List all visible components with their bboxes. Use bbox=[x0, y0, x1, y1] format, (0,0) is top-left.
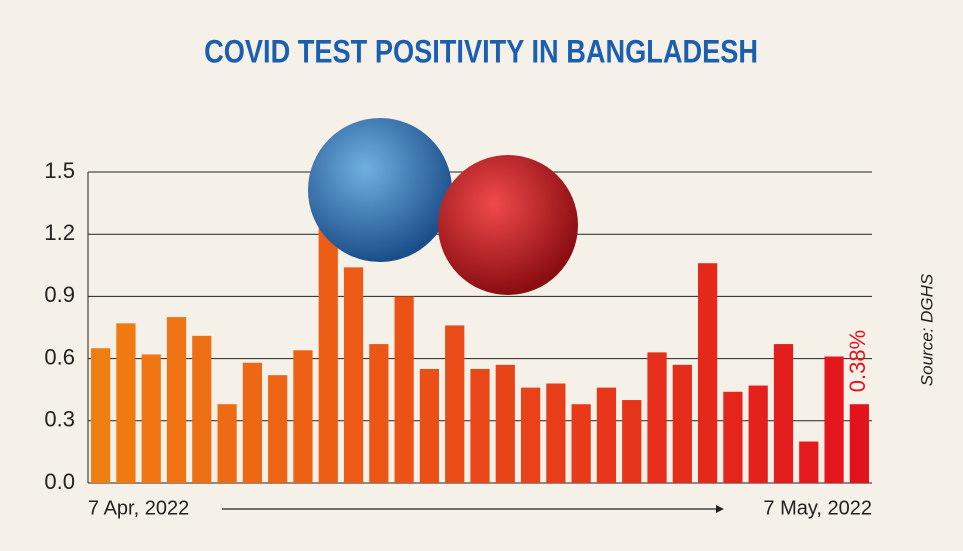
bar bbox=[394, 296, 414, 483]
value-label: 0.38% bbox=[845, 330, 870, 392]
bar bbox=[116, 323, 136, 483]
bar bbox=[141, 354, 161, 483]
y-tick-label: 0.3 bbox=[44, 407, 75, 432]
x-tick-label: 7 May, 2022 bbox=[763, 497, 872, 519]
bar bbox=[445, 325, 465, 483]
y-tick-label: 1.2 bbox=[44, 220, 75, 245]
bar bbox=[419, 368, 440, 483]
y-tick-label: 0.9 bbox=[44, 282, 75, 307]
bar bbox=[495, 364, 515, 483]
bar bbox=[343, 267, 364, 483]
bar bbox=[242, 362, 262, 483]
bar bbox=[369, 344, 389, 483]
bar bbox=[698, 263, 718, 483]
bar bbox=[318, 217, 338, 483]
blue-virus bbox=[308, 118, 452, 262]
bar bbox=[799, 441, 819, 483]
red-virus bbox=[438, 155, 578, 295]
x-tick-label: 7 Apr, 2022 bbox=[88, 497, 189, 519]
y-tick-label: 0.6 bbox=[44, 344, 75, 369]
bar bbox=[470, 368, 490, 483]
bar bbox=[849, 404, 869, 483]
bar bbox=[546, 383, 566, 483]
bar bbox=[217, 404, 237, 483]
bar bbox=[748, 385, 768, 483]
bar bbox=[192, 335, 212, 483]
y-tick-label: 0.0 bbox=[44, 469, 75, 494]
bar bbox=[166, 317, 187, 483]
bar bbox=[520, 387, 541, 483]
bar bbox=[773, 344, 794, 483]
bar bbox=[723, 391, 743, 483]
source-note: Source: DGHS bbox=[917, 273, 936, 386]
chart-title: COVID TEST POSITIVITY IN BANGLADESH bbox=[204, 34, 758, 70]
bar bbox=[672, 364, 692, 483]
bar bbox=[268, 375, 288, 483]
bar bbox=[293, 350, 313, 483]
bar bbox=[824, 356, 844, 483]
plot-area: 0.0 0.3 0.6 0.9 1.2 1.5 7 Apr, 2022 0.38% 7 May,… bbox=[44, 158, 872, 519]
bar bbox=[622, 400, 642, 483]
bar bbox=[91, 348, 111, 483]
bar bbox=[571, 404, 591, 483]
bar bbox=[647, 352, 667, 483]
bar bbox=[596, 387, 617, 483]
virus-decoration bbox=[308, 118, 578, 295]
arrow-head bbox=[716, 505, 724, 513]
y-tick-label: 1.5 bbox=[44, 158, 75, 183]
